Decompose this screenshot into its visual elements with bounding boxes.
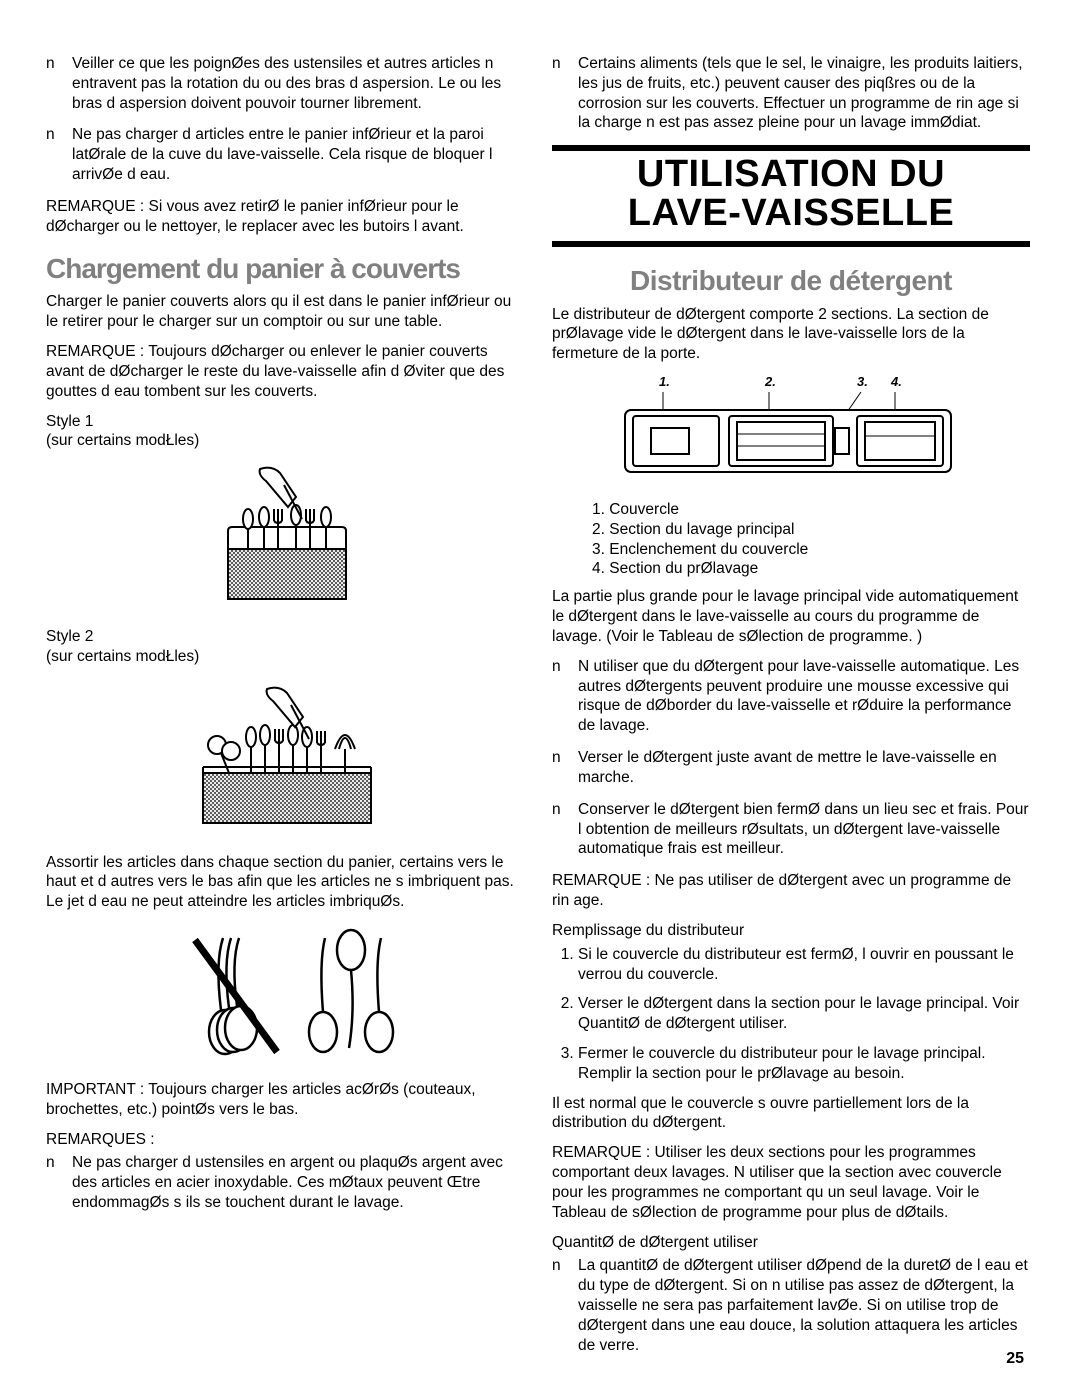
paragraph: REMARQUE : Utiliser les deux sections po… <box>552 1143 1030 1222</box>
basket-illustration-icon <box>200 459 370 609</box>
text: (sur certains modŁles) <box>46 432 199 449</box>
text: Style 2 <box>46 628 93 645</box>
paragraph: Le distributeur de dØtergent comporte 2 … <box>552 305 1030 364</box>
figure-dispenser <box>552 392 1030 488</box>
figure-spoons-dont <box>46 922 524 1068</box>
text: LAVE-VAISSELLE <box>628 192 955 234</box>
page-number: 25 <box>1006 1349 1024 1369</box>
paragraph: REMARQUE : Ne pas utiliser de dØtergent … <box>552 871 1030 911</box>
style-label: Style 1 (sur certains modŁles) <box>46 412 524 452</box>
paragraph: Il est normal que le couvercle s ouvre p… <box>552 1094 1030 1134</box>
label: 4. <box>891 374 902 391</box>
diagram-legend: 1. Couvercle 2. Section du lavage princi… <box>592 500 1030 579</box>
dispenser-illustration-icon <box>611 392 971 482</box>
text: Veiller ce que les poignØes des ustensil… <box>72 54 524 113</box>
text: Ne pas charger d ustensiles en argent ou… <box>72 1153 524 1212</box>
section-heading: Chargement du panier à couverts <box>46 251 524 287</box>
text: N utiliser que du dØtergent pour lave-va… <box>578 657 1030 736</box>
bullet-list: La quantitØ de dØtergent utiliser dØpend… <box>552 1256 1030 1355</box>
list-item: Conserver le dØtergent bien fermØ dans u… <box>552 800 1030 859</box>
paragraph: Charger le panier couverts alors qu il e… <box>46 292 524 332</box>
main-heading: UTILISATION DU LAVE-VAISSELLE <box>552 155 1030 233</box>
text: 1. Couvercle <box>592 500 1030 520</box>
style-label: Style 2 (sur certains modŁles) <box>46 627 524 667</box>
label: 2. <box>765 374 776 391</box>
paragraph: Assortir les articles dans chaque sectio… <box>46 853 524 912</box>
figure-basket-2 <box>46 675 524 841</box>
bullet-list: Ne pas charger d ustensiles en argent ou… <box>46 1153 524 1212</box>
text: Verser le dØtergent juste avant de mettr… <box>578 748 1030 788</box>
list-item: Ne pas charger d ustensiles en argent ou… <box>46 1153 524 1212</box>
diagram-labels: 1. 2. 3. 4. <box>611 374 971 390</box>
label: 3. <box>857 374 868 391</box>
list-item: La quantitØ de dØtergent utiliser dØpend… <box>552 1256 1030 1355</box>
bullet-list: Veiller ce que les poignØes des ustensil… <box>46 54 524 185</box>
note: REMARQUE : Si vous avez retirØ le panier… <box>46 197 524 237</box>
text: Verser le dØtergent dans la section pour… <box>578 995 1019 1032</box>
list-item: N utiliser que du dØtergent pour lave-va… <box>552 657 1030 736</box>
text: (sur certains modŁles) <box>46 648 199 665</box>
text: Conserver le dØtergent bien fermØ dans u… <box>578 800 1030 859</box>
list-item: Verser le dØtergent dans la section pour… <box>578 994 1030 1034</box>
paragraph: REMARQUE : Toujours dØcharger ou enlever… <box>46 342 524 401</box>
text: 4. Section du prØlavage <box>592 559 1030 579</box>
list-item: Si le couvercle du distributeur est ferm… <box>578 945 1030 985</box>
text: Fermer le couvercle du distributeur pour… <box>578 1045 986 1082</box>
columns: Veiller ce que les poignØes des ustensil… <box>46 54 1034 1368</box>
text: Style 1 <box>46 413 93 430</box>
list-item: Fermer le couvercle du distributeur pour… <box>578 1044 1030 1084</box>
left-column: Veiller ce que les poignØes des ustensil… <box>46 54 524 1368</box>
text: Si le couvercle du distributeur est ferm… <box>578 946 1014 983</box>
list-item: Veiller ce que les poignØes des ustensil… <box>46 54 524 113</box>
figure-basket-1 <box>46 459 524 615</box>
subheading: Remplissage du distributeur <box>552 921 1030 941</box>
right-column: Certains aliments (tels que le sel, le v… <box>552 54 1030 1368</box>
list-item: Certains aliments (tels que le sel, le v… <box>552 54 1030 133</box>
paragraph: IMPORTANT : Toujours charger les article… <box>46 1080 524 1120</box>
text: 3. Enclenchement du couvercle <box>592 540 1030 560</box>
numbered-list: Si le couvercle du distributeur est ferm… <box>552 945 1030 1084</box>
paragraph: La partie plus grande pour le lavage pri… <box>552 587 1030 646</box>
label: 1. <box>659 374 670 391</box>
page: Veiller ce que les poignØes des ustensil… <box>0 0 1080 1397</box>
list-item: Ne pas charger d articles entre le panie… <box>46 125 524 184</box>
subheading: QuantitØ de dØtergent utiliser <box>552 1233 1030 1253</box>
text: UTILISATION DU <box>637 153 945 195</box>
spoons-illustration-icon <box>165 922 405 1062</box>
text: Certains aliments (tels que le sel, le v… <box>578 54 1030 133</box>
text: Ne pas charger d articles entre le panie… <box>72 125 524 184</box>
text: La quantitØ de dØtergent utiliser dØpend… <box>578 1256 1030 1355</box>
basket-illustration-icon <box>185 675 385 835</box>
divider <box>552 241 1030 247</box>
bullet-list: Certains aliments (tels que le sel, le v… <box>552 54 1030 133</box>
list-item: Verser le dØtergent juste avant de mettr… <box>552 748 1030 788</box>
subheading: REMARQUES : <box>46 1130 524 1150</box>
divider <box>552 145 1030 151</box>
section-heading: Distributeur de détergent <box>552 263 1030 299</box>
bullet-list: N utiliser que du dØtergent pour lave-va… <box>552 657 1030 859</box>
text: 2. Section du lavage principal <box>592 520 1030 540</box>
